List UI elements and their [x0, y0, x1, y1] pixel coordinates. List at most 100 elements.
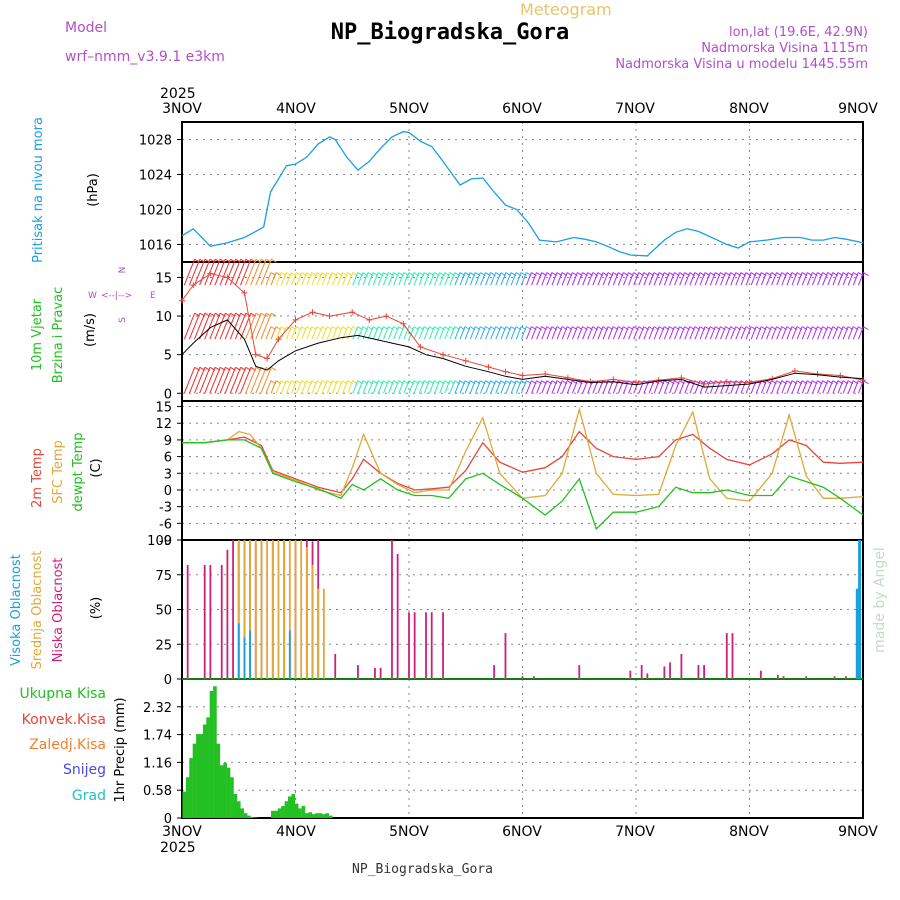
wind-barb [291, 380, 297, 394]
wind-barb [362, 380, 369, 394]
wind-barb [444, 326, 451, 340]
wind-barb [663, 326, 670, 340]
wind-barb [255, 313, 267, 340]
precip-bar [318, 813, 323, 818]
wind-barb [617, 272, 624, 286]
legend-grad: Grad [72, 788, 106, 804]
low-cloud-bar [413, 612, 416, 679]
wind-barb [357, 272, 364, 286]
wind-barb [643, 326, 650, 340]
wind-barb [311, 272, 318, 286]
legend-zaledj: Zaledj.Kisa [29, 737, 106, 753]
wind-barb [209, 313, 221, 340]
wind-barb [720, 380, 726, 394]
low-cloud-bar [845, 676, 847, 679]
wind-barb [735, 326, 742, 340]
wind-barb [566, 272, 573, 286]
ytick-label: 25 [155, 638, 172, 653]
ytick-label: -3 [159, 501, 172, 516]
legend-konvek: Konvek.Kisa [22, 712, 106, 728]
wind-barb [209, 258, 221, 286]
precip-bar [294, 803, 299, 818]
wind-barb [720, 272, 726, 286]
wind-barb [434, 326, 440, 340]
ytick-label: 0 [164, 387, 172, 402]
wind-barb [326, 380, 333, 394]
mid-cloud-bar [288, 540, 291, 679]
compass-rose: N S W E <--|--> [88, 267, 156, 323]
wind-barb [628, 380, 634, 394]
wind-barb [556, 272, 563, 286]
wind-barb [597, 326, 604, 340]
wind-barb [449, 326, 456, 340]
wind-barb [418, 272, 425, 286]
wind-barb [439, 326, 446, 340]
ytick-label: 10 [155, 310, 172, 325]
precip-bar [243, 813, 248, 818]
wind-barb [720, 326, 726, 340]
wind-barb [617, 326, 624, 340]
wind-barb [531, 380, 537, 394]
wind-barb [474, 380, 481, 394]
mid-cloud-bar [243, 540, 246, 679]
wind-barb [745, 326, 752, 340]
wind-barb [490, 326, 497, 340]
wind-barb [515, 380, 522, 394]
wind-barb [832, 326, 839, 340]
wind-barb [398, 272, 405, 286]
wind-barb [592, 380, 599, 394]
wind-barb [224, 367, 236, 394]
wind-barb [459, 380, 466, 394]
mid-cloud-bar [277, 540, 280, 679]
wind-barb [776, 326, 783, 340]
precip-bar [196, 734, 200, 818]
low-cloud-bar [731, 633, 734, 679]
wind-barb [275, 326, 282, 340]
mid-cloud-bar [317, 588, 320, 679]
wind-barb [301, 326, 308, 340]
wind-barb [382, 326, 389, 340]
low-cloud-bar [805, 676, 808, 679]
wind-barb [398, 380, 405, 394]
wind-barb [704, 326, 711, 340]
precip-bar [288, 796, 292, 818]
wind-barb [760, 272, 767, 286]
ytick-label: -9 [159, 534, 172, 549]
wind-barb [352, 272, 359, 286]
wind-barb [776, 380, 783, 394]
wind-barb [316, 326, 323, 340]
compass-e: E [150, 291, 156, 301]
wind-barb [689, 380, 696, 394]
low-cloud-bar [703, 665, 705, 679]
wind-barb [653, 326, 660, 340]
wind-barb [423, 272, 430, 286]
xtick-top-1: 4NOV [276, 101, 316, 117]
wind-barb [301, 272, 308, 286]
wind-barb [658, 326, 665, 340]
wind-barb [730, 380, 737, 394]
wind-barb [418, 380, 425, 394]
high-cloud-bar [858, 540, 862, 679]
wind-barb [439, 272, 446, 286]
wind-barb [679, 380, 686, 394]
wind-barb-flag [271, 366, 277, 371]
wind-barb [704, 272, 711, 286]
wind-barb [398, 326, 405, 340]
xtick-top-2: 5NOV [389, 101, 429, 117]
wind-barb [832, 380, 839, 394]
wind-barb [224, 313, 236, 340]
wind-barb [669, 380, 675, 394]
wind-barb [837, 326, 844, 340]
wind-barb [296, 272, 303, 286]
wind-barb [199, 258, 211, 286]
low-cloud-bar [334, 653, 337, 679]
wind-barb [255, 258, 267, 286]
wind-barb [408, 272, 415, 286]
wind-barb [577, 272, 583, 286]
cloud-title-3: Niska Oblacnost [51, 558, 66, 663]
ytick-label: 75 [155, 569, 172, 584]
wind-barb [684, 380, 691, 394]
low-cloud-bar [232, 540, 234, 679]
wind-barb [520, 272, 527, 286]
low-cloud-bar [669, 662, 671, 679]
